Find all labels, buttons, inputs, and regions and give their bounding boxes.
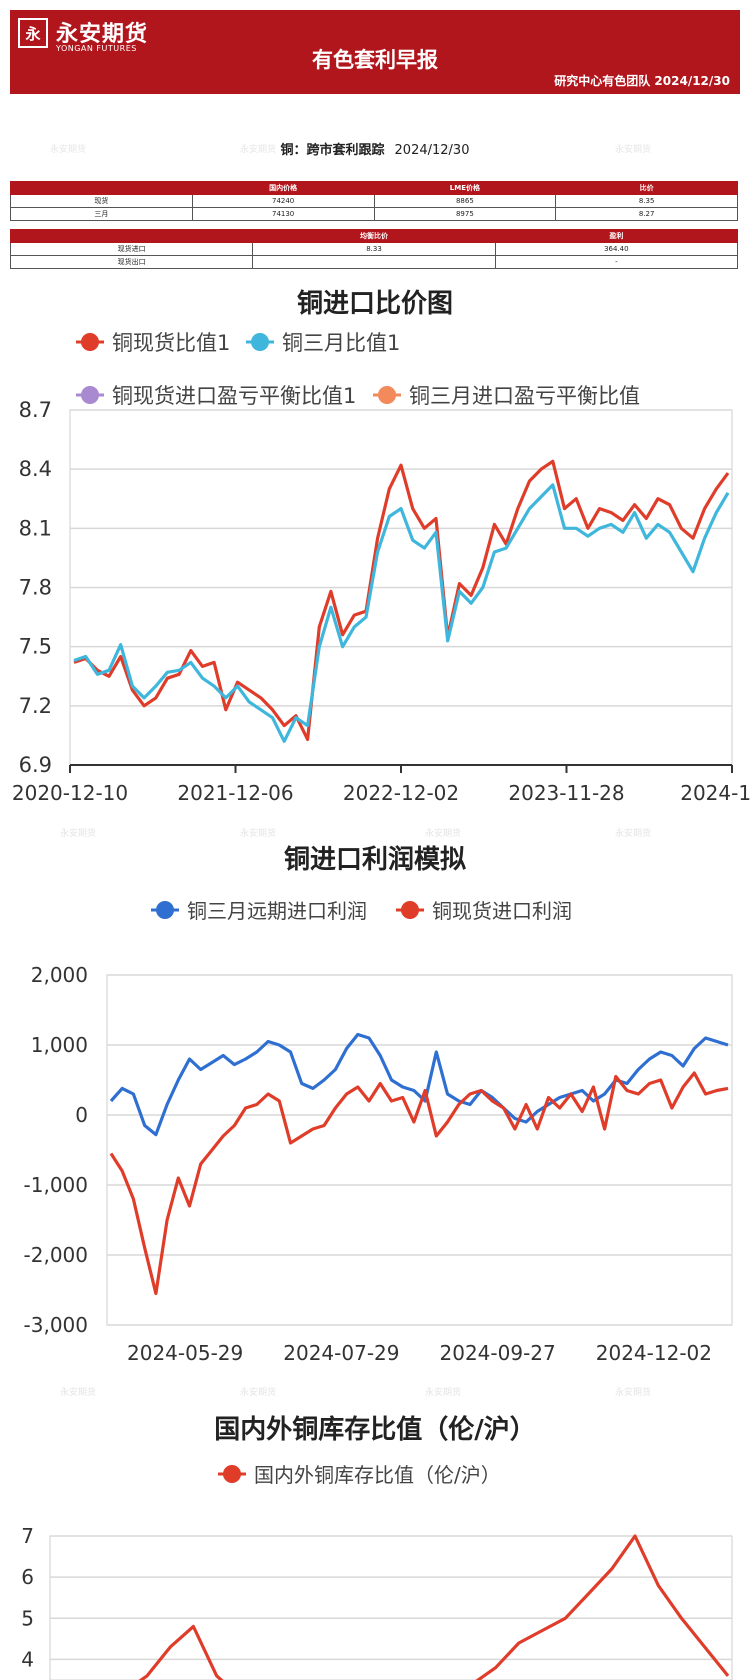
watermark: 永安期货 <box>425 1386 461 1398</box>
x-tick-label: 2024-05-29 <box>127 1341 243 1365</box>
legend-label: 铜三月进口盈亏平衡比值 <box>409 384 640 408</box>
table-header-cell: LME价格 <box>373 181 557 195</box>
legend-marker-icon <box>81 333 99 351</box>
watermark: 永安期货 <box>615 827 651 839</box>
x-tick-label: 2022-12-02 <box>343 781 459 805</box>
y-tick-label: 8.1 <box>19 516 52 540</box>
brand-name: 永安期货 <box>56 22 149 47</box>
y-tick-label: 7.5 <box>19 635 52 659</box>
series-line-1 <box>138 1534 730 1680</box>
x-tick-label: 2024-12-02 <box>596 1341 712 1365</box>
brand-logo-icon: 永 <box>18 18 48 48</box>
table-row: 三月 74130 8975 8.27 <box>10 207 738 221</box>
series-line-1 <box>73 459 730 742</box>
legend-label: 国内外铜库存比值（伦/沪） <box>254 1463 501 1487</box>
watermark: 永安期货 <box>60 1386 96 1398</box>
table-cell: 8.27 <box>555 207 738 221</box>
table-cell: 8975 <box>373 207 557 221</box>
table-row: 现货 74240 8865 8.35 <box>10 194 738 208</box>
x-tick-label: 2021-12-06 <box>177 781 293 805</box>
table-cell: - <box>494 255 739 269</box>
table-cell: 现货出口 <box>9 255 254 269</box>
legend-label: 铜现货进口盈亏平衡比值1 <box>112 384 356 408</box>
x-tick-label: 2020-12-10 <box>12 781 128 805</box>
y-tick-label: 8.7 <box>19 398 52 422</box>
watermark: 永安期货 <box>615 145 652 155</box>
y-tick-label: -2,000 <box>24 1243 88 1267</box>
tracking-heading: 铜：跨市套利跟踪 <box>280 143 385 158</box>
table-header-row: 国内价格 LME价格 比价 <box>10 181 738 195</box>
y-tick-label: 7 <box>21 1524 34 1548</box>
y-tick-label: 1,000 <box>31 1033 88 1057</box>
table-header-cell <box>9 229 254 243</box>
watermark: 永安期货 <box>50 145 87 155</box>
series-line-2 <box>109 1071 729 1296</box>
watermark: 永安期货 <box>615 1386 651 1398</box>
tracking-title: 铜：跨市套利跟踪 2024/12/30 <box>0 139 750 158</box>
x-tick-label: 2024-09-27 <box>440 1341 556 1365</box>
y-tick-label: 2,000 <box>31 963 88 987</box>
y-tick-label: -1,000 <box>24 1173 88 1197</box>
series-line-2 <box>73 483 730 743</box>
table-header-cell: 国内价格 <box>191 181 375 195</box>
y-tick-label: 6 <box>21 1565 34 1589</box>
tracking-date: 2024/12/30 <box>394 143 470 158</box>
y-tick-label: 7.8 <box>19 576 52 600</box>
chart-title: 铜进口比价图 <box>297 289 453 319</box>
legend-marker-icon <box>156 901 174 919</box>
legend-label: 铜现货比值1 <box>112 331 230 355</box>
y-tick-label: -3,000 <box>24 1313 88 1337</box>
chart-title: 铜进口利润模拟 <box>284 844 466 875</box>
y-tick-label: 7.2 <box>19 694 52 718</box>
legend-label: 铜三月比值1 <box>282 331 400 355</box>
legend-marker-icon <box>251 333 269 351</box>
report-header: 永 永安期货 YONGAN FUTURES 有色套利早报 研究中心有色团队 20… <box>10 10 740 94</box>
legend-marker-icon <box>223 1465 241 1483</box>
plot-area <box>49 1535 733 1680</box>
legend-label: 铜三月远期进口利润 <box>187 899 367 923</box>
table-cell: 74130 <box>191 207 375 221</box>
watermark: 永安期货 <box>425 827 461 839</box>
watermark: 永安期货 <box>240 145 277 155</box>
table-header-cell: 比价 <box>555 181 738 195</box>
chart-title: 国内外铜库存比值（伦/沪） <box>214 1414 536 1445</box>
report-subtitle: 研究中心有色团队 2024/12/30 <box>554 74 730 88</box>
y-tick-label: 0 <box>75 1103 88 1127</box>
watermark: 永安期货 <box>425 145 462 155</box>
x-tick-label: 2024-11-0 <box>680 781 750 805</box>
legend-marker-icon <box>81 386 99 404</box>
profit-table: 均衡比价 盈利 现货进口 8.33 364.40 现货出口 - <box>9 229 739 269</box>
table-row: 现货出口 - <box>9 255 739 269</box>
plot-area <box>106 974 733 1326</box>
y-tick-label: 8.4 <box>19 457 52 481</box>
y-tick-label: 5 <box>21 1606 34 1630</box>
series-line-1 <box>109 1032 729 1137</box>
legend-marker-icon <box>378 386 396 404</box>
x-tick-label: 2023-11-28 <box>508 781 624 805</box>
watermark: 永安期货 <box>240 827 276 839</box>
table-header-row: 均衡比价 盈利 <box>9 229 739 243</box>
report-title: 有色套利早报 <box>312 48 438 72</box>
x-tick-label: 2024-07-29 <box>283 1341 399 1365</box>
brand-name-en: YONGAN FUTURES <box>56 44 137 53</box>
legend-marker-icon <box>401 901 419 919</box>
watermark: 永安期货 <box>240 1386 276 1398</box>
watermark: 永安期货 <box>60 827 96 839</box>
legend-label: 铜现货进口利润 <box>432 899 572 923</box>
y-tick-label: 6.9 <box>19 753 52 777</box>
price-table: 国内价格 LME价格 比价 现货 74240 8865 8.35 三月 7413… <box>10 181 738 221</box>
y-tick-label: 4 <box>21 1647 34 1671</box>
